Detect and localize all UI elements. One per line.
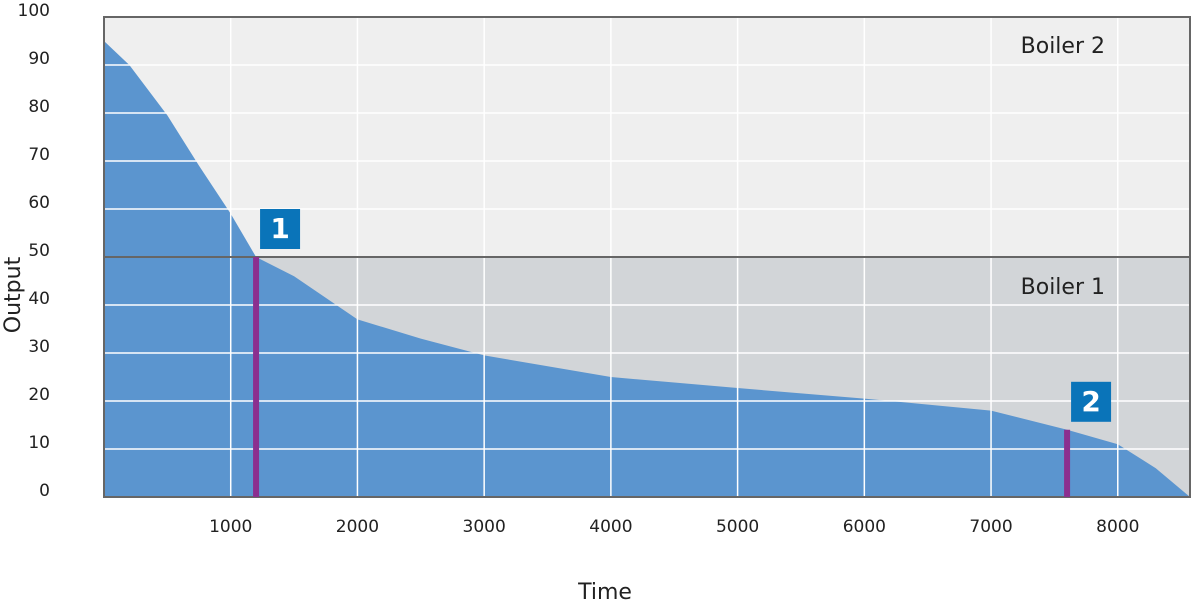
x-tick-label: 7000 (969, 517, 1012, 537)
x-tick-label: 8000 (1096, 517, 1139, 537)
x-tick-label: 1000 (209, 517, 252, 537)
marker-badge (1071, 381, 1112, 422)
y-tick-label: 70 (28, 145, 50, 165)
y-tick-label: 20 (28, 385, 50, 405)
x-tick-label: 6000 (843, 517, 886, 537)
y-tick-label: 60 (28, 193, 50, 213)
y-tick-label: 90 (28, 49, 50, 69)
y-axis-title: Output (1, 256, 26, 333)
area (104, 41, 1190, 497)
x-tick-label: 2000 (336, 517, 379, 537)
x-tick-label: 5000 (716, 517, 759, 537)
x-axis-title: Time (577, 580, 632, 605)
x-tick-label: 3000 (463, 517, 506, 537)
x-tick-label: 4000 (589, 517, 632, 537)
marker-label: 1 (270, 212, 289, 245)
y-tick-label: 100 (18, 1, 50, 21)
region-label: Boiler 2 (1021, 34, 1105, 59)
region-label: Boiler 1 (1021, 275, 1105, 300)
plot-frame (103, 16, 1191, 498)
marker-badge (260, 209, 301, 249)
y-tick-label: 0 (39, 481, 50, 501)
y-tick-label: 10 (28, 433, 50, 453)
marker-label: 2 (1081, 385, 1100, 418)
y-tick-label: 80 (28, 97, 50, 117)
y-tick-label: 30 (28, 337, 50, 357)
y-tick-label: 50 (28, 241, 50, 261)
y-tick-label: 40 (28, 289, 50, 309)
